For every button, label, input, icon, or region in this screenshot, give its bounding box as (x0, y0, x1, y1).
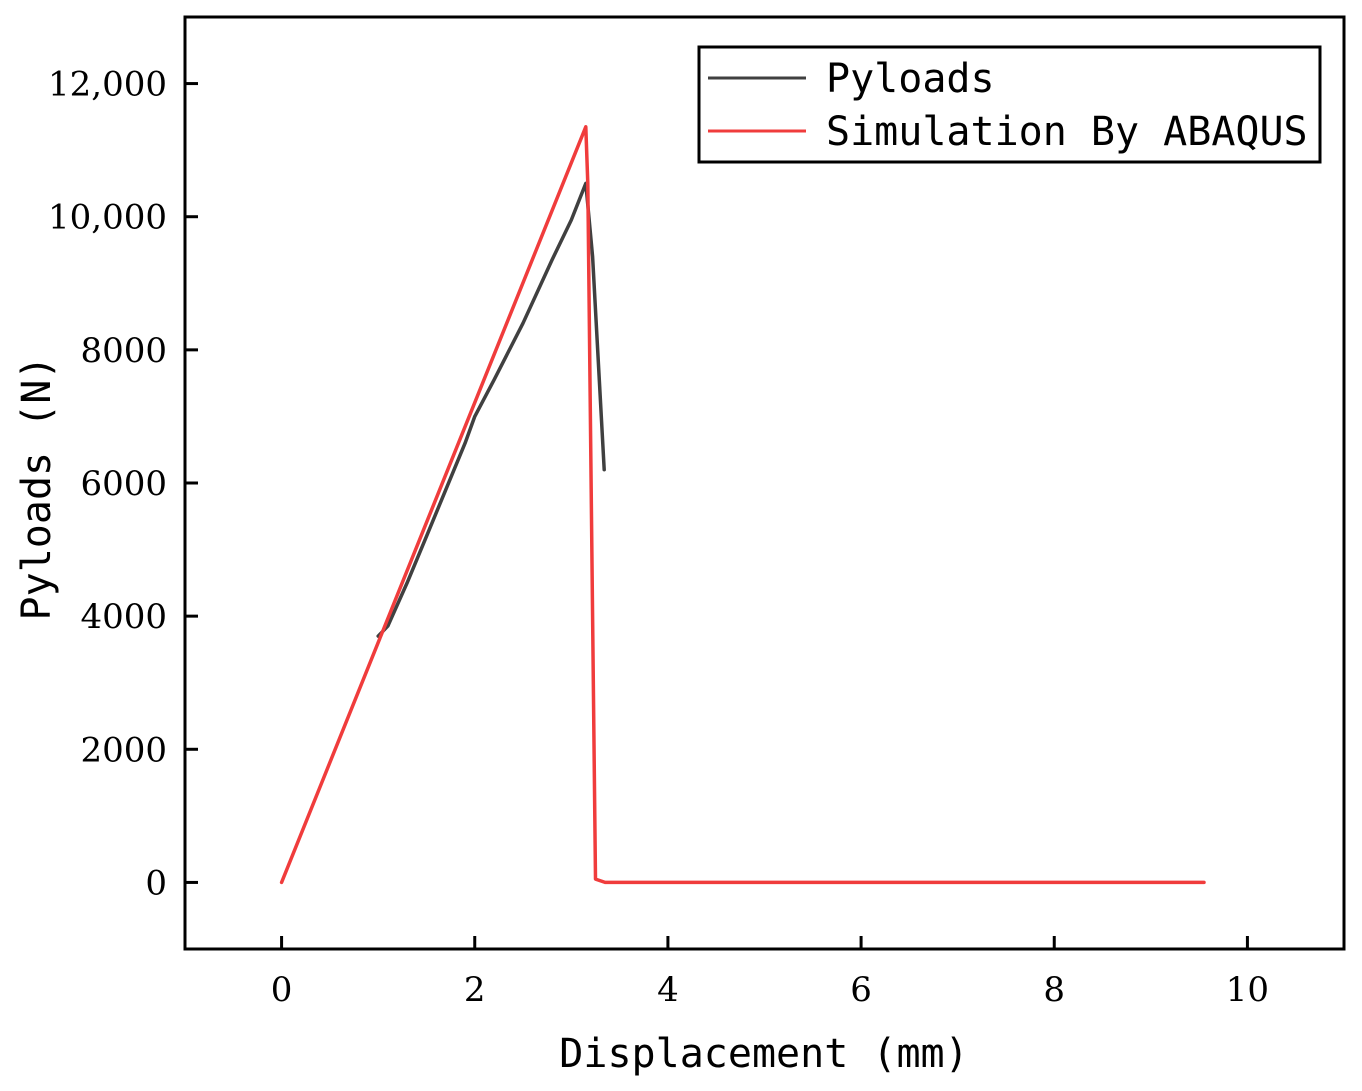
plot-area (279, 125, 1206, 885)
y-tick-label: 2000 (80, 730, 167, 770)
y-tick-label: 4000 (80, 597, 167, 637)
y-tick-label: 10,000 (48, 198, 167, 238)
legend-box (697, 45, 1322, 164)
y-axis: 0 2000 4000 6000 8000 10,000 12,000 (48, 65, 198, 903)
y-axis-title: Pyloads (N) (14, 356, 60, 621)
y-tick-label: 8000 (80, 331, 167, 371)
y-tick-label: 0 (145, 863, 167, 903)
y-tick-label: 12,000 (48, 65, 167, 105)
legend: Pyloads Simulation By ABAQUS (697, 45, 1322, 164)
x-tick-label: 10 (1226, 970, 1269, 1010)
x-axis-title: Displacement (mm) (559, 1031, 968, 1077)
series-line-simulation (279, 125, 1206, 885)
legend-label-simulation: Simulation By ABAQUS (826, 109, 1308, 155)
x-tick-label: 2 (464, 970, 486, 1010)
x-tick-label: 0 (271, 970, 293, 1010)
x-axis: 0 2 4 6 8 10 (271, 936, 1269, 1010)
x-tick-label: 4 (657, 970, 679, 1010)
x-tick-label: 6 (850, 970, 872, 1010)
legend-label-pyloads: Pyloads (826, 56, 995, 102)
y-tick-label: 6000 (80, 464, 167, 504)
x-tick-label: 8 (1043, 970, 1065, 1010)
series-line-pyloads (376, 181, 606, 638)
